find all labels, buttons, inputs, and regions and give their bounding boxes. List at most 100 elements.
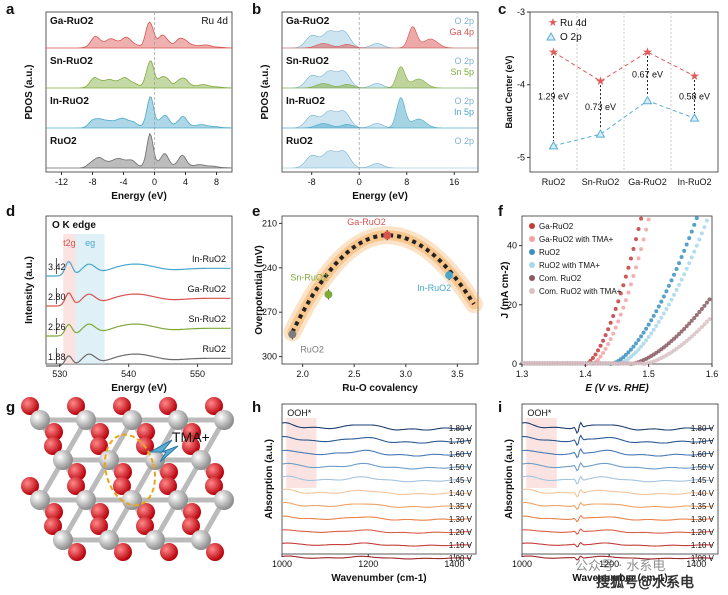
lsv-point-Ga-RuO2	[623, 274, 628, 279]
lsv-point-Com. RuO2	[704, 300, 709, 305]
tick-label-f-y: 20	[507, 300, 517, 310]
panel-a-label-Sn-RuO2: Sn-RuO2	[50, 56, 93, 67]
ir-spectrum-i	[521, 488, 713, 498]
ir-spectrum-i	[521, 447, 713, 459]
pdos-area-b-o2p	[282, 110, 478, 129]
panel-label-i: i	[498, 399, 502, 416]
lsv-point-Ga-RuO2 with TMA+	[601, 350, 606, 355]
panel-b-label-Ga-RuO2: Ga-RuO2	[286, 16, 330, 27]
lsv-point-Ga-RuO2 with TMA+	[626, 290, 631, 295]
lsv-point-Ga-RuO2 with TMA+	[596, 357, 600, 362]
lsv-point-Ga-RuO2	[593, 352, 598, 357]
panel-e-point-label: RuO2	[300, 344, 324, 354]
oxygen-atom	[159, 477, 177, 495]
lsv-point-RuO2	[694, 216, 699, 221]
lsv-point-RuO2 with TMA+	[659, 315, 664, 320]
tick-label-a: -8	[88, 177, 96, 187]
lsv-point-RuO2 with TMA+	[636, 347, 641, 352]
tick-label-e: 3.5	[451, 369, 464, 379]
panel-h-voltage-label: 1.35 V	[449, 502, 473, 511]
panel-c-legend-ru: Ru 4d	[560, 18, 587, 29]
lsv-point-Ga-RuO2	[636, 226, 641, 231]
panel-i-voltage-label: 1.50 V	[691, 463, 715, 472]
lsv-point-Ga-RuO2	[603, 333, 608, 338]
panel-b-xlabel: Energy (eV)	[352, 191, 408, 202]
tick-label-c: -3	[517, 7, 525, 17]
lsv-point-RuO2 with TMA+	[661, 311, 666, 316]
panel-i-frame	[521, 403, 719, 555]
lsv-point-RuO2	[644, 326, 649, 331]
panel-b-o-label: O 2p	[454, 136, 474, 146]
tick-label-e: 2.5	[348, 369, 361, 379]
tick-label-a: 0	[152, 177, 157, 187]
ruthenium-atom	[53, 530, 73, 550]
lsv-point-Ga-RuO2	[596, 348, 600, 353]
panel-h-band-label: OOH*	[287, 408, 312, 418]
panel-b-label-Sn-RuO2: Sn-RuO2	[286, 56, 329, 67]
panel-i-voltage-label: 1.35 V	[691, 502, 715, 511]
lsv-point-Ga-RuO2	[628, 256, 633, 261]
panel-label-h: h	[252, 399, 261, 416]
lsv-point-RuO2 with TMA+	[702, 225, 707, 230]
lsv-point-Ga-RuO2 with TMA+	[644, 227, 649, 232]
lsv-point-Ga-RuO2 with TMA+	[636, 256, 641, 261]
panel-c-legend-o: O 2p	[560, 32, 582, 43]
lsv-point-RuO2	[679, 255, 684, 260]
panel-a-corner: Ru 4d	[201, 16, 228, 27]
ruthenium-atom	[168, 410, 188, 430]
lsv-point-RuO2	[631, 344, 636, 349]
panel-h-ylabel: Absorption (a.u.)	[264, 439, 275, 519]
ruthenium-atom	[30, 410, 50, 430]
tick-label-f: 1.3	[516, 369, 529, 379]
panel-d-ratio-value: 3.42	[48, 262, 66, 272]
lsv-point-RuO2 with TMA+	[672, 292, 676, 297]
band-label-t2g: t2g	[63, 238, 76, 248]
panel-b-o-label: O 2p	[454, 56, 474, 66]
lsv-point-Com. RuO2 with TMA+	[692, 332, 697, 337]
lsv-point-Com. RuO2 with TMA+	[699, 324, 704, 329]
lsv-point-RuO2	[666, 283, 671, 288]
panel-d-curve-label: RuO2	[202, 344, 226, 354]
tick-label-b: 16	[449, 177, 459, 187]
panel-label-c: c	[498, 1, 506, 18]
oxygen-atom	[67, 397, 85, 415]
lsv-point-RuO2 with TMA+	[704, 218, 709, 223]
panel-i-voltage-label: 1.30 V	[691, 515, 715, 524]
lsv-point-Ga-RuO2	[608, 320, 613, 325]
oxygen-atom	[183, 503, 201, 521]
ir-spectrum-i	[521, 434, 713, 447]
oxygen-atom	[160, 463, 178, 481]
lsv-point-RuO2 with TMA+	[669, 297, 674, 302]
panel-b-label-RuO2: RuO2	[286, 136, 313, 147]
crystal-structure: TMA+	[20, 397, 238, 584]
panel-d-curve-label: Sn-RuO2	[188, 314, 226, 324]
ruthenium-atom	[168, 490, 188, 510]
tick-label-a: -12	[55, 177, 68, 187]
lsv-point-Com. RuO2	[702, 303, 707, 308]
ir-spectrum-h	[281, 462, 471, 470]
lsv-point-Ga-RuO2 with TMA+	[623, 298, 628, 303]
lsv-point-RuO2 with TMA+	[641, 341, 646, 346]
lsv-point-RuO2	[677, 261, 682, 266]
lsv-point-Ga-RuO2 with TMA+	[618, 312, 623, 317]
oxygen-atom	[68, 543, 86, 561]
lsv-point-RuO2 with TMA+	[646, 335, 651, 340]
lsv-point-RuO2 with TMA+	[677, 282, 682, 287]
panel-f-xlabel: E (V vs. RHE)	[585, 383, 649, 394]
tick-label-i: 1000	[512, 559, 532, 569]
ruthenium-atom	[122, 410, 142, 430]
lsv-point-Ga-RuO2	[590, 355, 595, 360]
ir-spectrum-i	[521, 528, 713, 535]
panel-i-voltage-label: 1.40 V	[691, 489, 715, 498]
lsv-point-RuO2 with TMA+	[644, 338, 649, 343]
panel-d-curve-label: Ga-RuO2	[187, 284, 226, 294]
lsv-point-RuO2 with TMA+	[699, 231, 704, 236]
oxygen-atom	[114, 463, 132, 481]
lsv-point-Com. RuO2	[707, 297, 712, 302]
ir-spectrum-h	[281, 449, 471, 457]
panel-c-triangle-point	[548, 140, 559, 150]
panel-i-voltage-label: 1.60 V	[691, 450, 715, 459]
panel-c-line-O 2p	[553, 100, 695, 147]
tick-label-i: 1200	[599, 559, 619, 569]
ir-spectrum-i	[521, 555, 713, 561]
